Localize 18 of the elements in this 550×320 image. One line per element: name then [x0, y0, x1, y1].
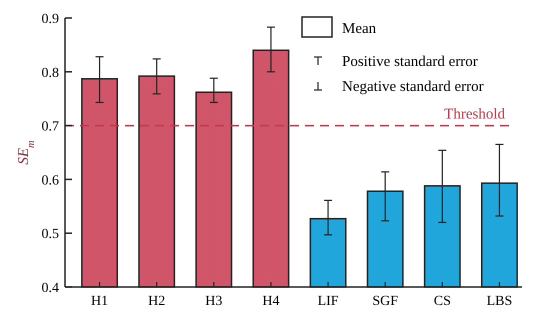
x-tick-label: LBS: [486, 294, 512, 309]
legend-label: Mean: [342, 21, 377, 37]
y-tick-label: 0.7: [42, 120, 59, 135]
y-tick-label: 0.9: [42, 12, 59, 27]
x-tick-label: H3: [205, 294, 222, 309]
annotation: Negative standard error: [342, 79, 484, 95]
y-tick-label: 0.6: [42, 173, 59, 188]
x-tick-label: LIF: [318, 294, 339, 309]
y-tick-label: 0.4: [42, 281, 59, 296]
x-tick-label: CS: [434, 294, 451, 309]
ref-line-label: Threshold: [444, 106, 506, 123]
x-tick-label: H1: [91, 294, 108, 309]
x-tick-label: SGF: [372, 294, 398, 309]
x-tick-label: H4: [262, 294, 280, 309]
y-tick-label: 0.8: [42, 66, 59, 81]
x-tick-label: H2: [148, 294, 166, 309]
y-tick-label: 0.5: [42, 227, 59, 242]
annotation: Positive standard error: [342, 54, 478, 70]
